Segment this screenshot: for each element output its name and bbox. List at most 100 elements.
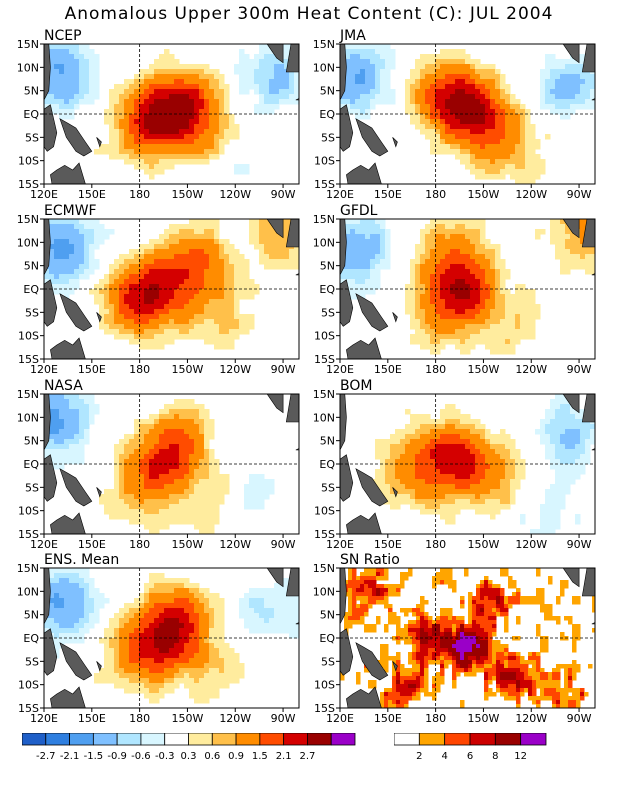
x-tick-label: 150E	[78, 538, 106, 551]
colorbar-label: 12	[514, 751, 527, 762]
land-mass	[59, 118, 93, 157]
x-tick-label: 120E	[326, 363, 354, 376]
land-mass	[392, 487, 398, 498]
y-tick-label: 5N	[24, 85, 39, 98]
y-tick-label: 10N	[313, 411, 335, 424]
y-tick-label: 10N	[313, 61, 335, 74]
colorbar-swatch	[92, 733, 118, 746]
land-mass	[562, 44, 580, 64]
colorbar-swatch	[188, 733, 213, 746]
x-tick-label: 120E	[30, 188, 58, 201]
y-tick-label: 10S	[18, 505, 39, 518]
x-tick-label: 120W	[219, 538, 251, 551]
y-tick-label: 15N	[17, 38, 39, 51]
x-tick-label: 150E	[78, 363, 106, 376]
y-tick-label: 10N	[17, 585, 39, 598]
land-mass	[44, 568, 51, 625]
land-mass	[50, 337, 86, 359]
y-tick-label: 15S	[314, 178, 335, 191]
y-tick-label: 5N	[24, 260, 39, 273]
y-tick-label: 15N	[17, 388, 39, 401]
colorbar-swatch	[469, 733, 496, 746]
y-tick-label: 10N	[17, 236, 39, 249]
land-mass	[50, 512, 86, 534]
colorbar-swatch	[394, 733, 420, 746]
anomaly-colorbar: -2.7 -2.1 -1.5 -0.9 -0.6 -0.3 0.3 0.6 0.9 1.5 2.1 2…	[22, 733, 356, 762]
land-mass	[562, 219, 580, 239]
land-mass	[355, 642, 389, 681]
colorbar-label: -2.1	[60, 751, 80, 762]
panel-label: ENS. Mean	[44, 552, 119, 568]
land-mass	[340, 44, 347, 101]
x-tick-label: 120E	[326, 712, 354, 725]
x-tick-label: 120W	[515, 712, 547, 725]
colorbar-swatch	[140, 733, 166, 746]
colorbar-label: -0.6	[131, 751, 151, 762]
y-tick-label: 10S	[18, 679, 39, 692]
y-tick-label: 10S	[314, 330, 335, 343]
land-mass	[355, 293, 389, 332]
panel-label: NCEP	[44, 28, 82, 44]
colorbar-label: 8	[492, 751, 498, 762]
y-tick-label: 15N	[313, 213, 335, 226]
land-mass	[44, 104, 58, 152]
land-mass	[266, 44, 284, 64]
land-mass	[392, 661, 398, 672]
colorbar-label: 2.7	[299, 751, 315, 762]
colorbar-label: 2	[416, 751, 422, 762]
y-tick-label: 5N	[320, 609, 335, 622]
land-mass	[340, 219, 347, 276]
colorbar-label: -0.3	[155, 751, 175, 762]
page-title: Anomalous Upper 300m Heat Content (C): J…	[64, 4, 554, 24]
land-mass	[340, 454, 354, 502]
land-mass	[44, 628, 58, 676]
y-tick-label: 5N	[320, 85, 335, 98]
x-tick-label: 180	[129, 188, 150, 201]
y-tick-label: EQ	[23, 632, 39, 645]
land-mass	[591, 98, 595, 184]
land-mass	[581, 568, 595, 597]
land-mass	[96, 661, 102, 672]
y-tick-label: EQ	[319, 283, 335, 296]
y-tick-label: 15S	[314, 353, 335, 366]
panel-label: JMA	[339, 28, 366, 44]
x-tick-label: 150E	[374, 538, 402, 551]
colorbar-swatch	[418, 733, 446, 746]
y-tick-label: 5N	[320, 260, 335, 273]
x-tick-label: 90W	[567, 538, 592, 551]
y-tick-label: 5N	[24, 435, 39, 448]
x-tick-label: 120W	[515, 538, 547, 551]
y-tick-label: 5N	[24, 609, 39, 622]
land-mass	[266, 219, 284, 239]
y-tick-label: 5S	[321, 131, 335, 144]
land-mass	[96, 137, 102, 148]
land-mass	[50, 686, 86, 708]
land-mass	[50, 162, 86, 184]
x-tick-label: 120E	[30, 712, 58, 725]
y-tick-label: 5N	[320, 435, 335, 448]
y-tick-label: 15N	[17, 562, 39, 575]
x-tick-label: 180	[425, 363, 446, 376]
land-mass	[581, 394, 595, 423]
colorbar-label: 0.3	[181, 751, 197, 762]
x-tick-label: 90W	[271, 188, 296, 201]
y-tick-label: 10S	[314, 505, 335, 518]
land-mass	[346, 337, 382, 359]
colorbar-label: 0.6	[204, 751, 220, 762]
x-tick-label: 180	[129, 538, 150, 551]
x-tick-label: 120E	[30, 538, 58, 551]
land-mass	[44, 394, 51, 451]
colorbar-swatch	[283, 733, 308, 746]
x-tick-label: 90W	[567, 712, 592, 725]
x-tick-label: 150W	[172, 538, 204, 551]
land-mass	[340, 104, 354, 152]
x-tick-label: 120W	[219, 363, 251, 376]
x-tick-label: 150W	[468, 538, 500, 551]
land-mass	[295, 98, 299, 184]
y-tick-label: 10S	[18, 330, 39, 343]
colorbar-label: -1.5	[84, 751, 104, 762]
land-mass	[346, 162, 382, 184]
x-tick-label: 150E	[78, 712, 106, 725]
colorbar-swatch	[164, 733, 189, 746]
colorbar-swatch	[211, 733, 237, 746]
